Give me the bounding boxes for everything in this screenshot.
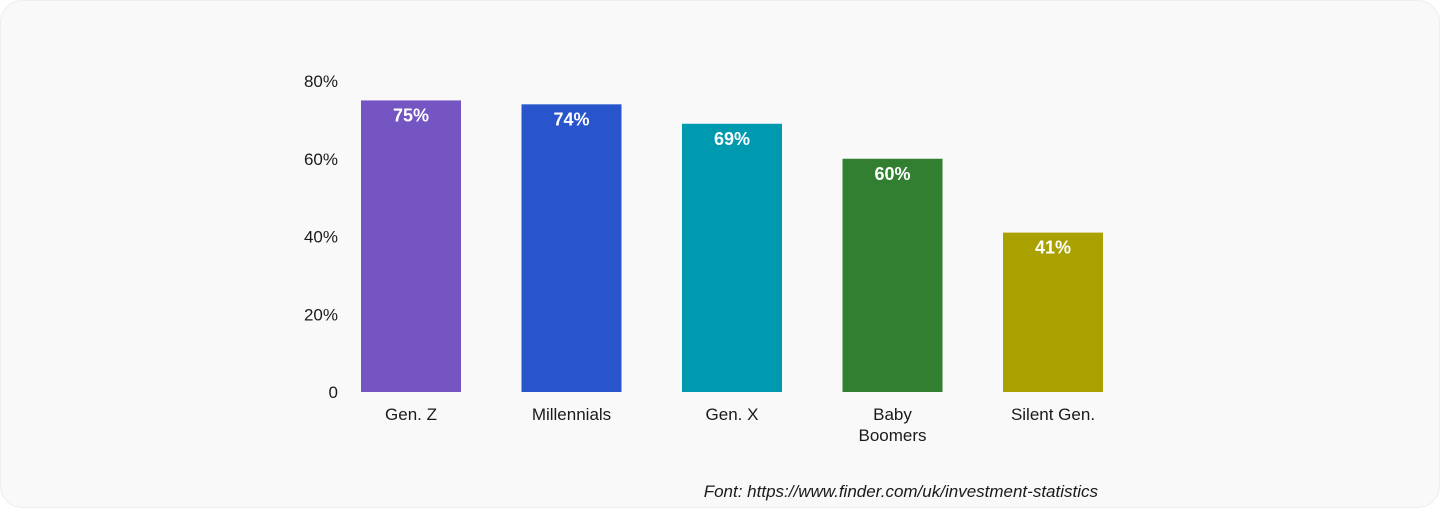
y-axis: 0 20% 40% 60% 80% (304, 72, 338, 402)
data-label: 74% (553, 109, 589, 129)
y-tick-label: 20% (304, 305, 338, 324)
y-tick-label: 60% (304, 150, 338, 169)
category-label: Gen. X (706, 405, 759, 424)
data-label: 41% (1035, 238, 1071, 258)
category-label: Millennials (532, 405, 611, 424)
data-label: 75% (393, 105, 429, 125)
bar (521, 104, 622, 392)
category-label: Gen. Z (385, 405, 437, 424)
data-labels: 75% 74% 69% 60% 41% (393, 105, 1071, 257)
category-label: Baby Boomers (858, 405, 926, 445)
data-label: 60% (874, 164, 910, 184)
bar (842, 158, 943, 392)
bars (361, 100, 1103, 392)
x-axis: Gen. Z Millennials Gen. X Baby Boomers Silent… (385, 405, 1095, 445)
source-note: Font: https://www.finder.com/uk/investme… (703, 482, 1098, 501)
bar (682, 123, 782, 392)
y-tick-label: 40% (304, 228, 338, 247)
data-label: 69% (714, 129, 750, 149)
y-tick-label: 0 (329, 383, 338, 402)
bar (361, 100, 461, 392)
bar (1003, 232, 1103, 392)
y-tick-label: 80% (304, 72, 338, 91)
category-label: Silent Gen. (1011, 405, 1095, 424)
